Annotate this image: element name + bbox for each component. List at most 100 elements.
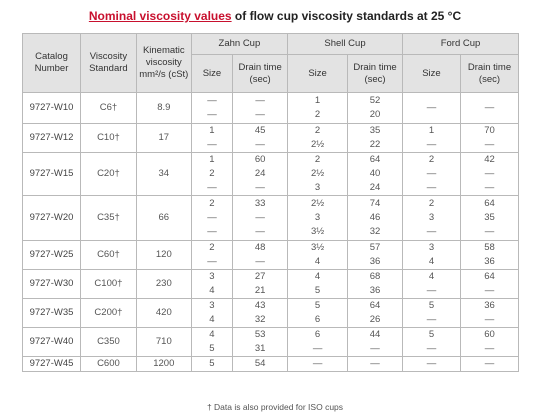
zahn-drain-cell: 53 31 bbox=[232, 327, 289, 357]
kinematic-viscosity-cell: 230 bbox=[135, 269, 192, 299]
header-shell-size: Size bbox=[287, 54, 349, 93]
catalog-number-cell: 9727-W40 bbox=[22, 327, 81, 357]
cell-value: 4 bbox=[428, 271, 435, 282]
header-ford-drain-time: Drain time (sec) bbox=[459, 54, 520, 93]
cell-value: 4 bbox=[209, 329, 215, 340]
cell-value: 27 bbox=[254, 271, 266, 282]
cell-value: — bbox=[426, 285, 437, 296]
shell-drain-cell: 64 26 bbox=[347, 298, 403, 328]
cell-value: — bbox=[426, 182, 437, 193]
viscosity-standard-cell: C60† bbox=[79, 240, 137, 270]
zahn-drain-cell: 60 24 — bbox=[232, 152, 289, 196]
header-viscosity-standard: Viscosity Standard bbox=[79, 33, 137, 93]
cell-value: — bbox=[484, 358, 495, 369]
zahn-drain-cell: 54 bbox=[232, 356, 289, 372]
zahn-size-cell: — — bbox=[190, 92, 234, 124]
cell-value: 24 bbox=[369, 182, 381, 193]
cell-value: 5 bbox=[209, 343, 215, 354]
cell-value: 36 bbox=[369, 256, 381, 267]
cell-value: — bbox=[370, 358, 380, 369]
table-row: 9727-W15 C20† 34 1 2 — 60 24 — 2 2½ 3 64 40 24 2 — — 42 — — bbox=[22, 152, 520, 196]
cell-value: 68 bbox=[369, 271, 381, 282]
cell-value: — bbox=[426, 343, 437, 354]
cell-value: 2 bbox=[314, 154, 321, 165]
cell-value: — bbox=[207, 256, 217, 267]
cell-value: 21 bbox=[254, 285, 266, 296]
cell-value: 5 bbox=[314, 285, 321, 296]
catalog-number-cell: 9727-W20 bbox=[22, 195, 81, 241]
cell-value: — bbox=[255, 95, 265, 106]
header-zahn-cup: Zahn Cup bbox=[190, 33, 289, 55]
viscosity-standard-cell: C20† bbox=[79, 152, 137, 196]
cell-value: 70 bbox=[484, 125, 495, 136]
table-row: 9727-W10 C6† 8.9— — — —1 2 52 20— — bbox=[22, 92, 520, 124]
cell-value: 74 bbox=[369, 198, 381, 209]
cell-value: 44 bbox=[369, 329, 381, 340]
catalog-number-cell: 9727-W10 bbox=[22, 92, 81, 124]
cell-value: 32 bbox=[254, 314, 266, 325]
cell-value: 36 bbox=[484, 300, 495, 311]
ford-drain-cell: — bbox=[459, 356, 520, 372]
cell-value: 3 bbox=[428, 242, 435, 253]
shell-drain-cell: 44 — bbox=[347, 327, 403, 357]
shell-drain-cell: 68 36 bbox=[347, 269, 403, 299]
cell-value: — bbox=[207, 212, 217, 223]
cell-value: 22 bbox=[369, 139, 381, 150]
cell-value: 64 bbox=[369, 300, 381, 311]
cell-value: 5 bbox=[314, 300, 321, 311]
ford-size-cell: 1— bbox=[401, 123, 461, 153]
cell-value: — bbox=[207, 226, 217, 237]
cell-value: 3 bbox=[209, 271, 215, 282]
cell-value: 54 bbox=[254, 358, 266, 369]
viscosity-table: Catalog Number Viscosity Standard Kinema… bbox=[22, 33, 520, 372]
ford-size-cell: 5— bbox=[401, 298, 461, 328]
shell-size-cell: 6— bbox=[287, 327, 349, 357]
cell-value: — bbox=[255, 182, 265, 193]
cell-value: — bbox=[255, 226, 265, 237]
title-link[interactable]: Nominal viscosity values bbox=[88, 9, 232, 23]
shell-size-cell: 2½ 3 3½ bbox=[287, 195, 349, 241]
cell-value: 53 bbox=[254, 329, 266, 340]
cell-value: — bbox=[207, 109, 217, 120]
zahn-drain-cell: 45 — bbox=[232, 123, 289, 153]
shell-size-cell: 2 2½ bbox=[287, 123, 349, 153]
ford-drain-cell: 58 36 bbox=[459, 240, 520, 270]
zahn-drain-cell: 43 32 bbox=[232, 298, 289, 328]
cell-value: 3½ bbox=[310, 226, 325, 237]
viscosity-standard-cell: C100† bbox=[79, 269, 137, 299]
cell-value: 36 bbox=[369, 285, 381, 296]
page-title: Nominal viscosity values of flow cup vis… bbox=[0, 9, 550, 23]
cell-value: — bbox=[484, 102, 495, 113]
cell-value: 60 bbox=[254, 154, 266, 165]
cell-value: — bbox=[255, 139, 265, 150]
cell-value: 43 bbox=[254, 300, 266, 311]
ford-drain-cell: — bbox=[459, 92, 520, 124]
cell-value: 3 bbox=[209, 300, 215, 311]
cell-value: 1 bbox=[428, 125, 435, 136]
shell-drain-cell: 52 20 bbox=[347, 92, 403, 124]
zahn-size-cell: 2— bbox=[190, 240, 234, 270]
kinematic-viscosity-cell: 120 bbox=[135, 240, 192, 270]
table-row: 9727-W35 C200† 420 3 4 43 32 5 6 64 26 5—36— bbox=[22, 298, 520, 328]
kinematic-viscosity-cell: 710 bbox=[135, 327, 192, 357]
catalog-number-cell: 9727-W45 bbox=[22, 356, 81, 372]
cell-value: 3 bbox=[428, 212, 435, 223]
header-catalog-number: Catalog Number bbox=[22, 33, 81, 93]
cell-value: 2 bbox=[314, 125, 321, 136]
shell-size-cell: 2 2½ 3 bbox=[287, 152, 349, 196]
ford-drain-cell: 70 — bbox=[459, 123, 520, 153]
shell-drain-cell: — bbox=[347, 356, 403, 372]
cell-value: 1 bbox=[209, 125, 215, 136]
table-body: 9727-W10 C6† 8.9— — — —1 2 52 20— —9727-W12 C10† 17… bbox=[22, 92, 520, 372]
cell-value: 42 bbox=[484, 154, 495, 165]
ford-size-cell: 2 3 — bbox=[401, 195, 461, 241]
header-zahn-drain-time: Drain time (sec) bbox=[232, 54, 289, 93]
ford-drain-cell: 60 — bbox=[459, 327, 520, 357]
kinematic-viscosity-cell: 1200 bbox=[135, 356, 192, 372]
cell-value: — bbox=[426, 358, 437, 369]
viscosity-standard-cell: C10† bbox=[79, 123, 137, 153]
viscosity-standard-cell: C600 bbox=[79, 356, 137, 372]
